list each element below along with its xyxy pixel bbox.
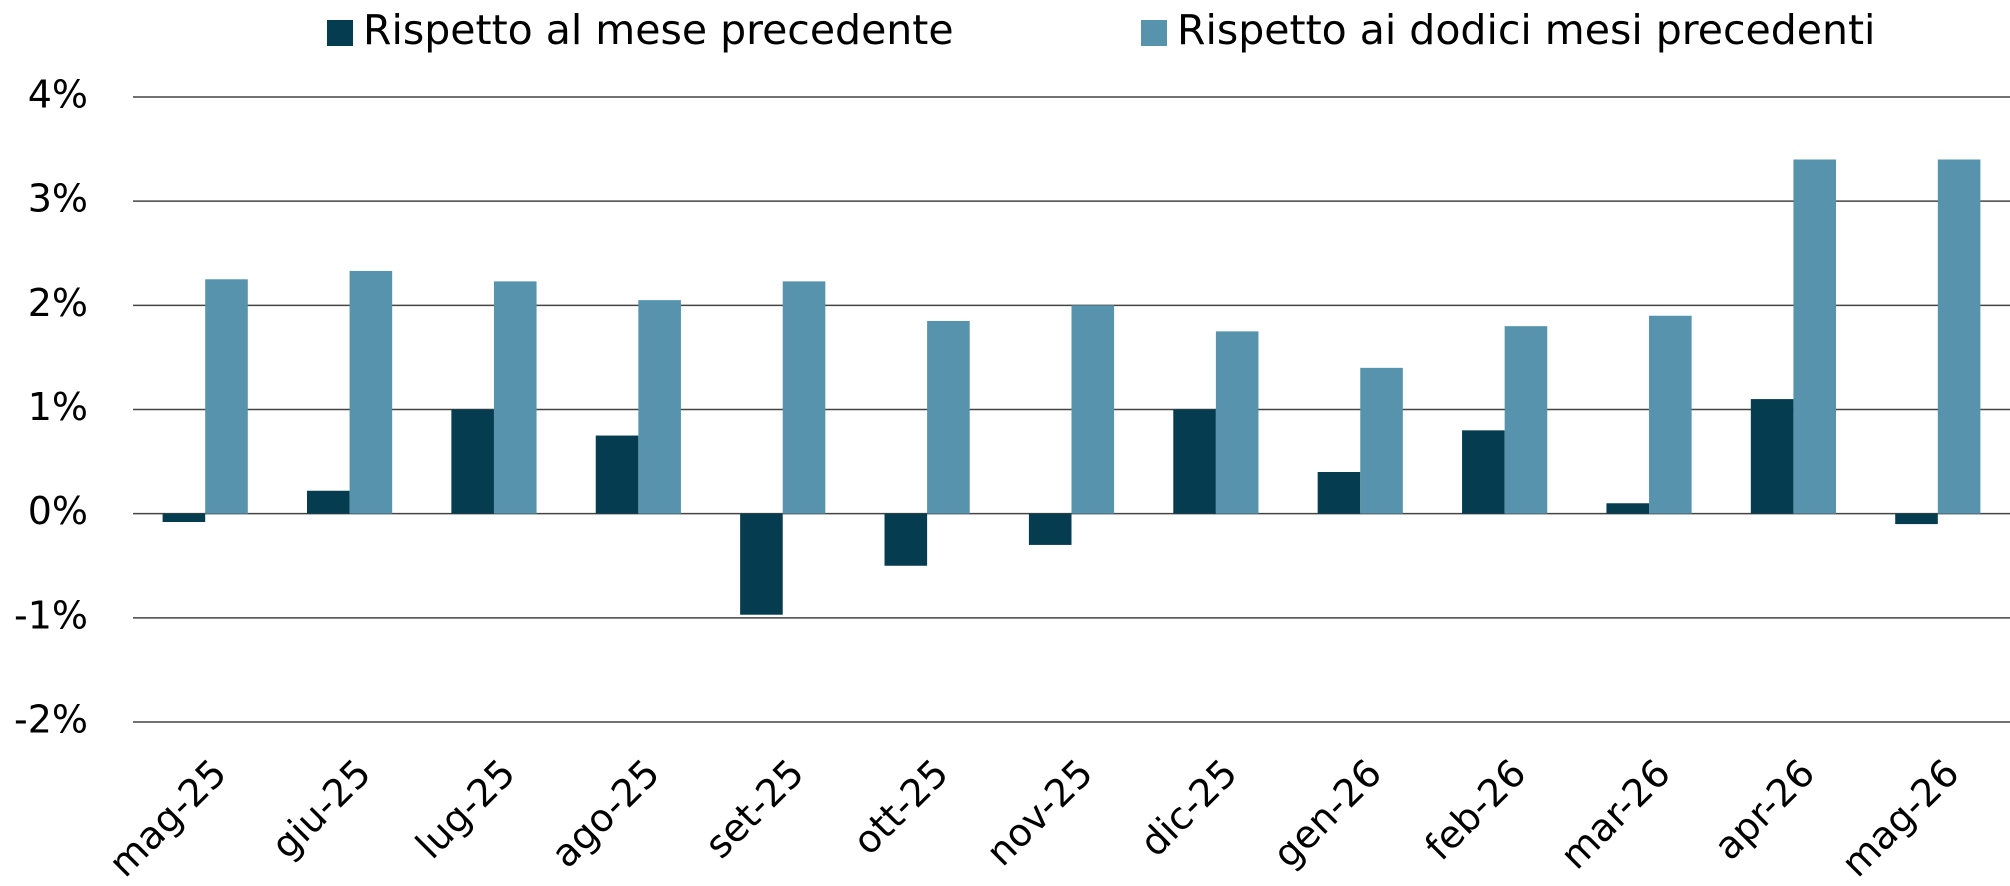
x-tick-label: feb-26: [1416, 751, 1534, 869]
legend-label: Rispetto ai dodici mesi precedenti: [1177, 6, 1875, 54]
bar: [740, 513, 783, 615]
bar: [1937, 159, 1981, 514]
legend-swatch: [327, 20, 353, 46]
bar: [205, 279, 248, 514]
y-tick-label: -2%: [14, 698, 88, 742]
bar: [1317, 472, 1361, 514]
y-tick-label: 4%: [28, 73, 88, 117]
bar: [493, 281, 537, 514]
x-tick-label: lug-25: [407, 751, 524, 868]
bar: [1895, 513, 1938, 525]
x-tick-label: dic-25: [1131, 751, 1245, 865]
bar: [927, 320, 970, 514]
bar: [306, 490, 350, 514]
x-tick-label: mag-26: [1833, 751, 1968, 886]
x-tick-label: mag-25: [100, 751, 235, 886]
bar: [1649, 315, 1692, 514]
x-tick-label: ott-25: [844, 751, 957, 864]
bar: [1606, 503, 1650, 514]
bar: [451, 409, 494, 514]
bar: [638, 300, 681, 514]
x-tick-label: gen-26: [1264, 751, 1390, 877]
y-tick-label: -1%: [14, 593, 88, 637]
bar: [1360, 367, 1403, 514]
bar: [782, 281, 826, 514]
y-tick-label: 1%: [28, 385, 88, 429]
y-tick-label: 3%: [28, 177, 88, 221]
bar: [349, 270, 393, 514]
bar: [1793, 159, 1837, 514]
x-tick-label: apr-26: [1705, 751, 1823, 869]
legend-swatch: [1141, 20, 1167, 46]
x-tick-label: giu-25: [263, 751, 380, 868]
y-tick-label: 2%: [28, 281, 88, 325]
bar: [1462, 430, 1505, 514]
legend-label: Rispetto al mese precedente: [363, 6, 954, 54]
x-tick-label: set-25: [696, 751, 812, 867]
x-tick-label: ago-25: [543, 751, 668, 876]
bar: [1173, 409, 1216, 514]
bar: [1215, 331, 1259, 514]
x-tick-label: nov-25: [978, 751, 1102, 875]
bar: [1750, 399, 1794, 514]
bar: [884, 513, 928, 566]
y-tick-label: 0%: [28, 489, 88, 533]
bar: [1071, 305, 1115, 514]
bar: [1504, 326, 1548, 514]
x-tick-label: mar-26: [1552, 751, 1679, 878]
bar: [595, 435, 639, 514]
bar: [1028, 513, 1072, 545]
bar: [162, 513, 206, 522]
